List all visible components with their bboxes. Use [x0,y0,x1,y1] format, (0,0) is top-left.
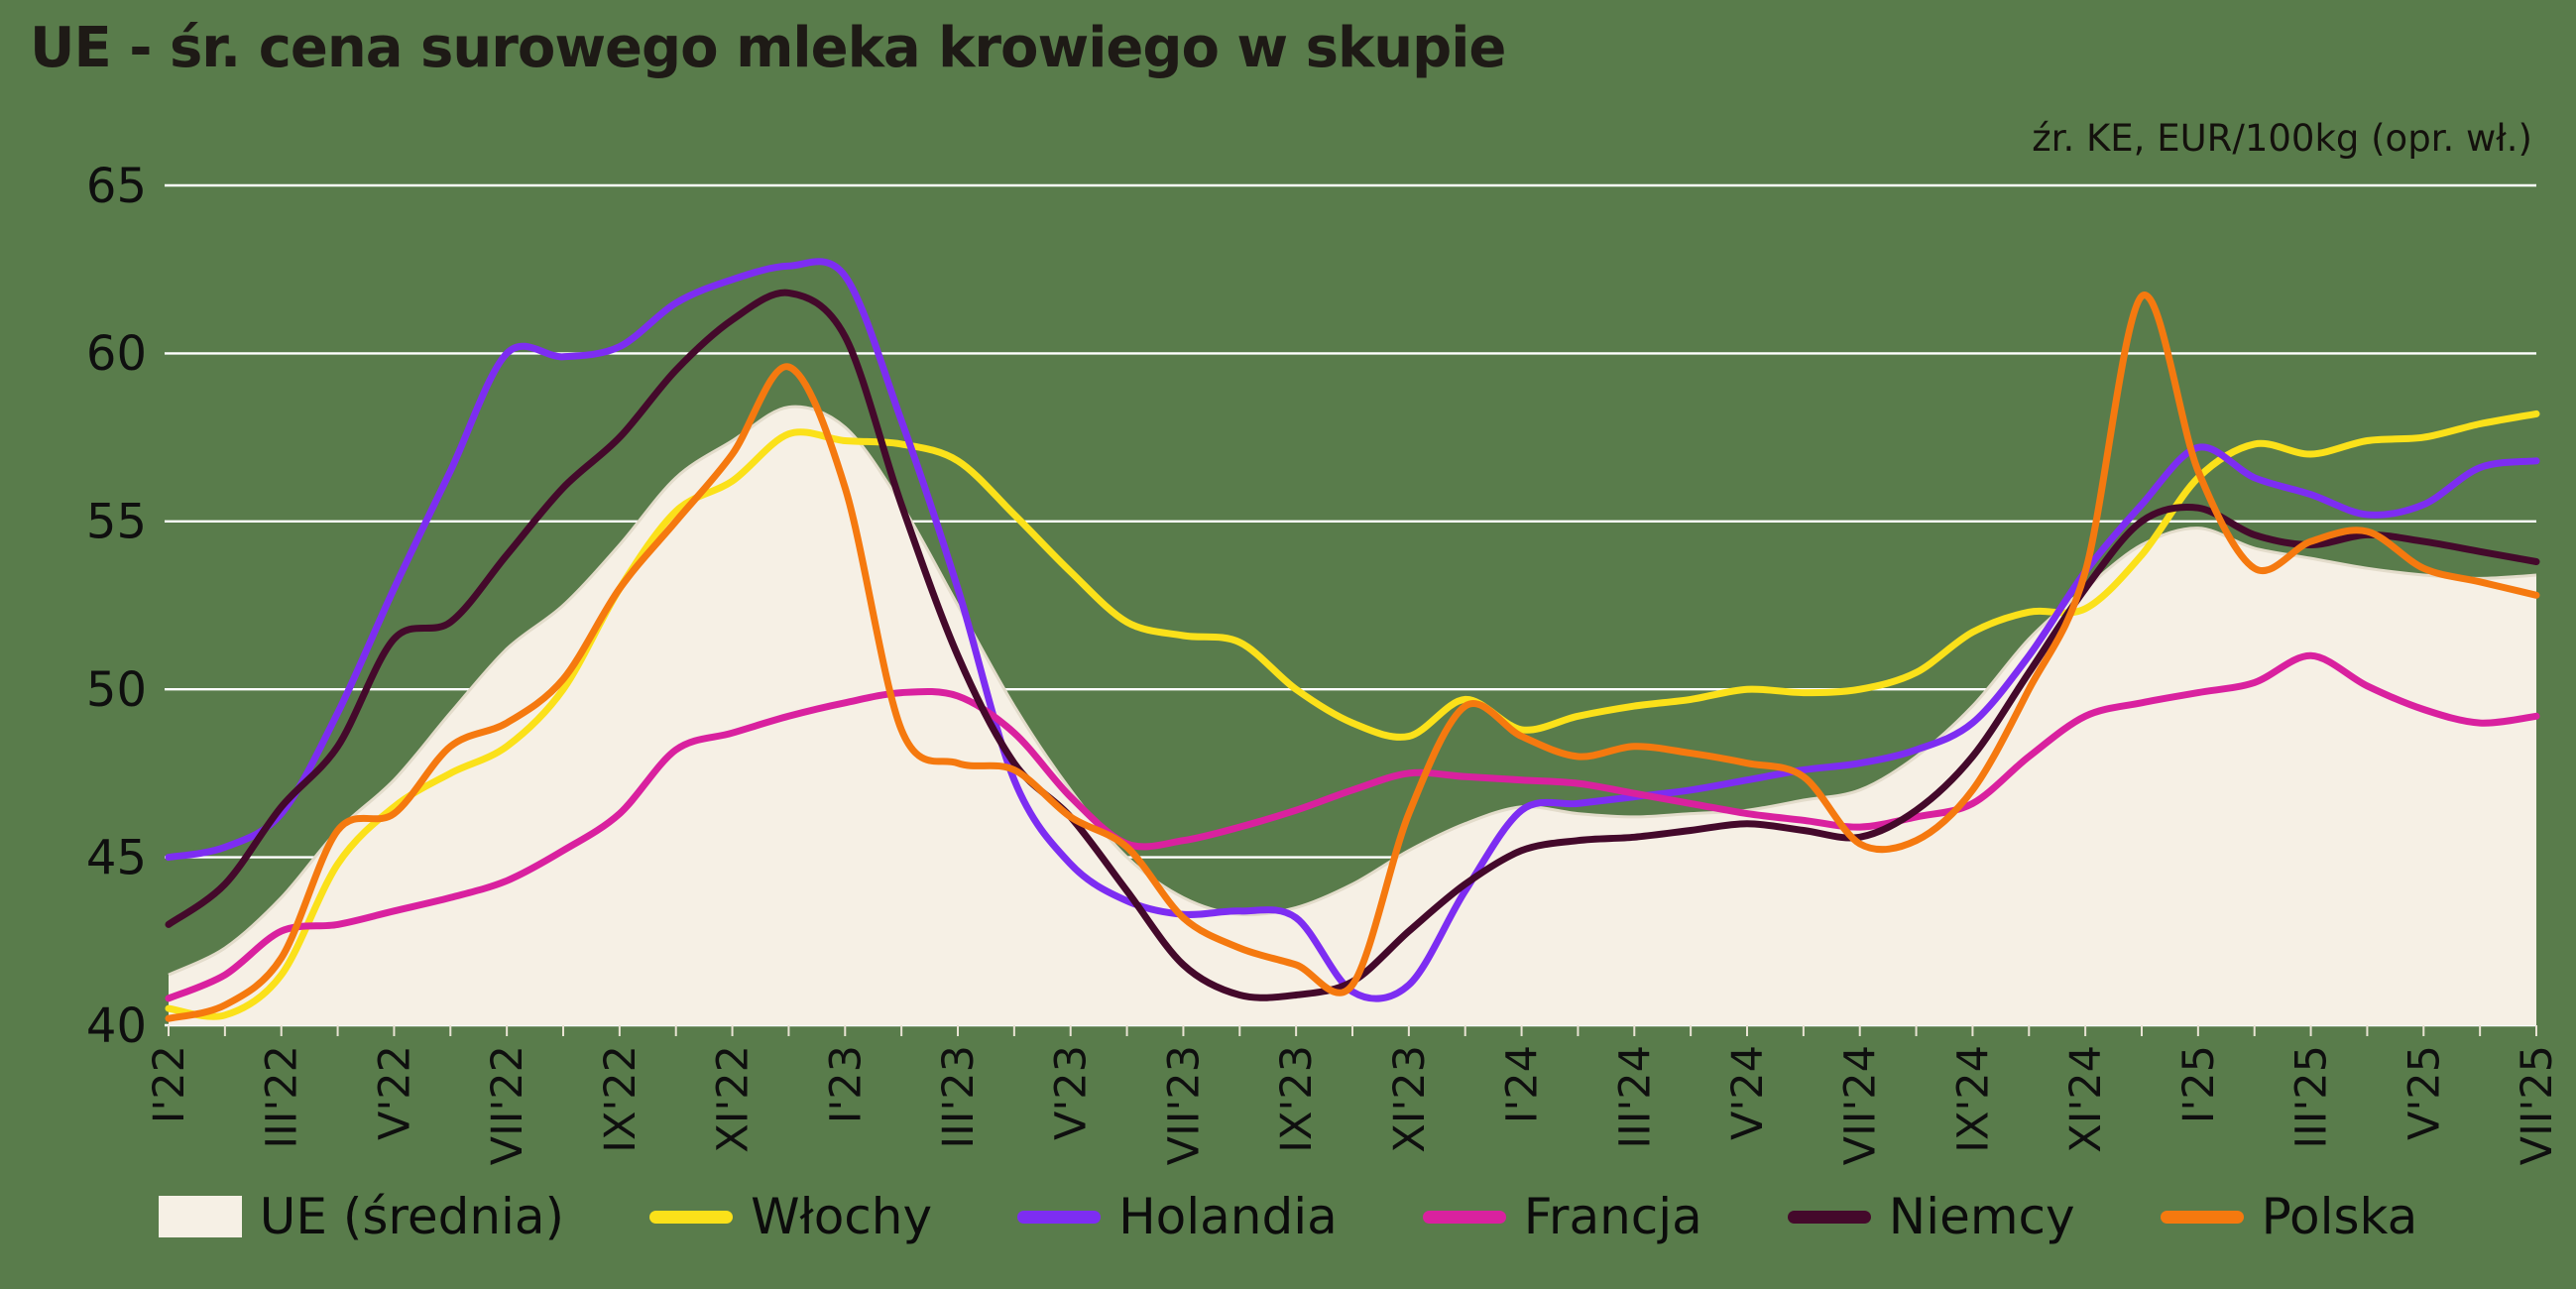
x-tick-label: V'23 [1047,1045,1097,1140]
x-tick-label: I'24 [1498,1045,1548,1123]
line-polska [165,292,2540,1022]
y-tick-label: 40 [86,998,147,1054]
line-holandia [165,258,2540,1002]
x-tick-label: I'23 [821,1045,871,1123]
area-edge-ue [168,405,2537,977]
x-tick-label: VII'25 [2513,1045,2562,1165]
legend-item-niemcy: Niemcy [1787,1188,2075,1245]
x-tick-label: III'24 [1610,1045,1660,1149]
x-tick-label: III'25 [2287,1045,2337,1149]
x-tick-label: XI'23 [1385,1045,1435,1153]
legend-item-ue: UE (średnia) [158,1188,565,1245]
y-tick-label: 55 [86,495,147,550]
chart-title: UE - śr. cena surowego mleka krowiego w … [30,16,1506,80]
x-tick-label: V'24 [1723,1045,1773,1140]
legend-swatch-francja [1422,1210,1506,1224]
x-tick-label: III'23 [934,1045,984,1149]
x-tick-label: VII'23 [1159,1045,1209,1165]
y-tick-label: 45 [86,830,147,885]
x-tick-label: I'22 [145,1045,194,1123]
area-ue [169,407,2536,1025]
y-tick-label: 60 [86,326,147,382]
x-tick-label: V'22 [370,1045,419,1140]
y-tick-label: 65 [86,159,147,214]
x-tick-label: IX'24 [1948,1045,1998,1153]
x-tick-label: VII'22 [483,1045,532,1165]
legend-item-holandia: Holandia [1017,1188,1338,1245]
legend-label-polska: Polska [2261,1188,2418,1245]
y-tick-label: 50 [86,662,147,718]
legend-label-ue: UE (średnia) [259,1188,565,1245]
legend-item-wlochy: Włochy [649,1188,932,1245]
x-tick-label: V'25 [2400,1045,2449,1140]
legend-swatch-polska [2160,1210,2244,1224]
line-niemcy [165,289,2540,1001]
legend-swatch-ue [158,1196,242,1237]
legend-item-francja: Francja [1422,1188,1702,1245]
x-tick-label: XI'22 [709,1045,759,1153]
x-tick-label: VII'24 [1836,1045,1886,1165]
legend-swatch-wlochy [649,1210,734,1224]
legend-label-holandia: Holandia [1118,1188,1338,1245]
x-tick-label: IX'22 [596,1045,645,1153]
line-wlochy [165,410,2540,1020]
x-tick-label: III'22 [258,1045,307,1149]
x-tick-label: IX'23 [1272,1045,1322,1153]
x-tick-label: XI'24 [2061,1045,2111,1153]
legend-label-francja: Francja [1523,1188,1702,1245]
legend-item-polska: Polska [2160,1188,2418,1245]
legend-swatch-holandia [1017,1210,1102,1224]
legend-swatch-niemcy [1787,1210,1871,1224]
x-tick-label: I'25 [2174,1045,2224,1123]
legend-label-niemcy: Niemcy [1888,1188,2075,1245]
legend-label-wlochy: Włochy [751,1188,933,1245]
line-francja [165,651,2540,1002]
source-note: źr. KE, EUR/100kg (opr. wł.) [2032,117,2532,160]
legend: UE (średnia) Włochy Holandia Francja Niemcy P… [0,1188,2576,1245]
